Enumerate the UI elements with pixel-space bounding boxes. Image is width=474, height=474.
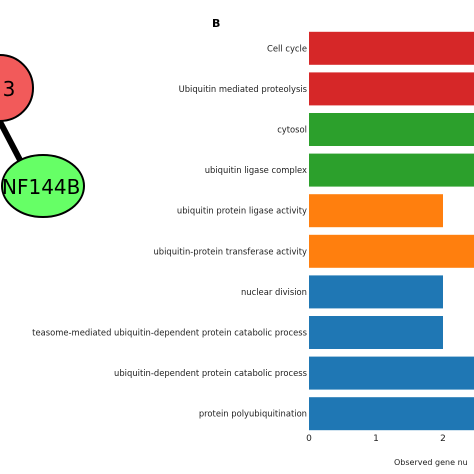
bar-2: [309, 72, 474, 106]
category-label-2: Ubiquitin mediated proteolysis: [179, 84, 307, 94]
category-label-3: cytosol: [277, 125, 307, 135]
category-label-6: ubiquitin-protein transferase activity: [153, 246, 307, 256]
network-node-2: [1, 154, 85, 218]
bar-6: [309, 234, 474, 268]
category-label-7: nuclear division: [241, 287, 307, 297]
bar-3: [309, 113, 474, 146]
bars: [309, 31, 474, 431]
bar-8: [309, 316, 443, 349]
category-labels: Cell cycle Ubiquitin mediated proteolysis…: [32, 43, 307, 418]
category-label-8: teasome-mediated ubiquitin-dependent pro…: [32, 328, 307, 338]
x-axis-title: Observed gene nu: [394, 458, 468, 467]
bar-chart: Cell cycle Ubiquitin mediated proteolysis…: [32, 31, 474, 467]
bar-1: [309, 31, 474, 65]
bar-10: [309, 397, 474, 431]
x-tick-1: 1: [373, 434, 379, 444]
category-label-5: ubiquitin protein ligase activity: [177, 206, 307, 216]
network-panel: 3 NF144B: [0, 54, 85, 218]
x-tick-2: 2: [440, 434, 446, 444]
category-label-4: ubiquitin ligase complex: [205, 165, 307, 175]
category-label-1: Cell cycle: [267, 43, 307, 53]
network-node-1: [0, 54, 34, 122]
bar-4: [309, 153, 474, 187]
network-node-1-label: 3: [3, 77, 16, 101]
category-label-10: protein polyubiquitination: [199, 409, 307, 419]
x-axis-ticks: 0 1 2: [306, 434, 446, 444]
bar-7: [309, 275, 443, 309]
bar-5: [309, 194, 443, 228]
category-label-9: ubiquitin-dependent protein catabolic pr…: [114, 368, 307, 378]
bar-9: [309, 356, 474, 390]
panel-letter: B: [212, 17, 220, 30]
network-edge: [0, 116, 23, 162]
network-node-2-label: NF144B: [2, 175, 80, 199]
x-tick-0: 0: [306, 434, 312, 444]
